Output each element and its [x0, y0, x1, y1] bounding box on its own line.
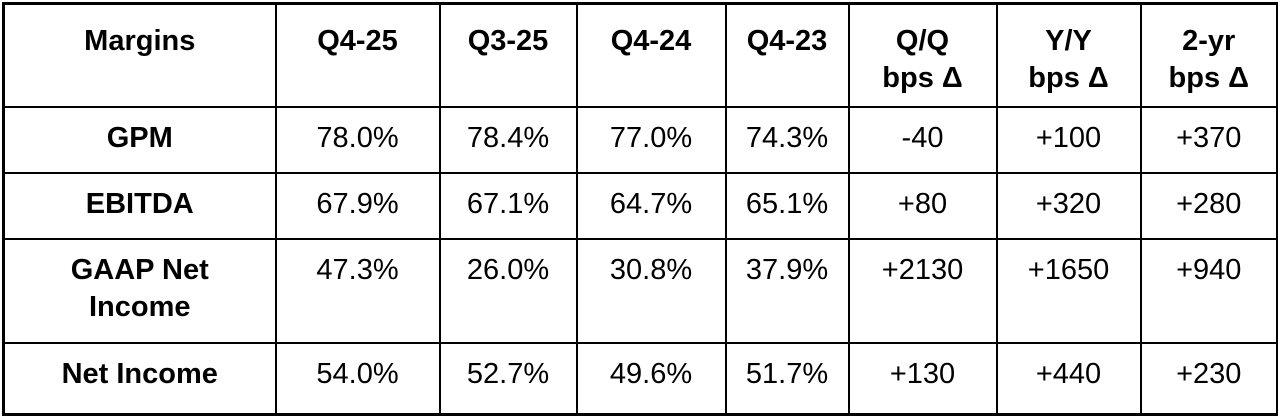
table-cell: +130: [847, 341, 998, 416]
column-header-q3-25: Q3-25: [438, 2, 578, 108]
table-cell: +320: [995, 171, 1142, 241]
table-row-net-income: Net Income 54.0% 52.7% 49.6% 51.7% +130 …: [2, 341, 1278, 416]
column-header-q4-23: Q4-23: [724, 2, 850, 108]
table-row-ebitda: EBITDA 67.9% 67.1% 64.7% 65.1% +80 +320 …: [2, 171, 1278, 241]
column-header-q4-25: Q4-25: [274, 2, 441, 108]
table-cell: +280: [1139, 171, 1278, 241]
column-header-qq-bps-delta: Q/Q bps Δ: [847, 2, 998, 108]
table-cell: 26.0%: [438, 238, 578, 344]
table-cell: 78.0%: [274, 105, 441, 174]
table-cell: +2130: [847, 238, 998, 344]
table-cell: 65.1%: [724, 171, 850, 241]
header-row: Margins Q4-25 Q3-25 Q4-24 Q4-23 Q/Q bps …: [2, 2, 1278, 108]
table-cell: 52.7%: [438, 341, 578, 416]
table-cell: 54.0%: [274, 341, 441, 416]
column-header-2yr-bps-delta: 2-yr bps Δ: [1139, 2, 1278, 108]
table-cell: 64.7%: [575, 171, 727, 241]
column-header-q4-24: Q4-24: [575, 2, 727, 108]
column-header-yy-bps-delta: Y/Y bps Δ: [995, 2, 1142, 108]
table-cell: 74.3%: [724, 105, 850, 174]
table-cell: 67.9%: [274, 171, 441, 241]
table-row-gpm: GPM 78.0% 78.4% 77.0% 74.3% -40 +100 +37…: [2, 105, 1278, 174]
table-row-gaap-net-income: GAAP Net Income 47.3% 26.0% 30.8% 37.9% …: [2, 238, 1278, 344]
table-cell: +230: [1139, 341, 1278, 416]
table-cell: 37.9%: [724, 238, 850, 344]
table-cell: +440: [995, 341, 1142, 416]
table-cell: 67.1%: [438, 171, 578, 241]
table-cell: 78.4%: [438, 105, 578, 174]
table-cell: +940: [1139, 238, 1278, 344]
table-cell: -40: [847, 105, 998, 174]
table-cell: +80: [847, 171, 998, 241]
row-label-ebitda: EBITDA: [2, 171, 277, 241]
table-cell: 77.0%: [575, 105, 727, 174]
row-label-gpm: GPM: [2, 105, 277, 174]
table-cell: 30.8%: [575, 238, 727, 344]
row-label-net-income: Net Income: [2, 341, 277, 416]
table-cell: 49.6%: [575, 341, 727, 416]
table-cell: +370: [1139, 105, 1278, 174]
table-cell: 47.3%: [274, 238, 441, 344]
table-cell: 51.7%: [724, 341, 850, 416]
table-cell: +1650: [995, 238, 1142, 344]
row-label-gaap-net-income: GAAP Net Income: [2, 238, 277, 344]
table-cell: +100: [995, 105, 1142, 174]
column-header-margins: Margins: [2, 2, 277, 108]
